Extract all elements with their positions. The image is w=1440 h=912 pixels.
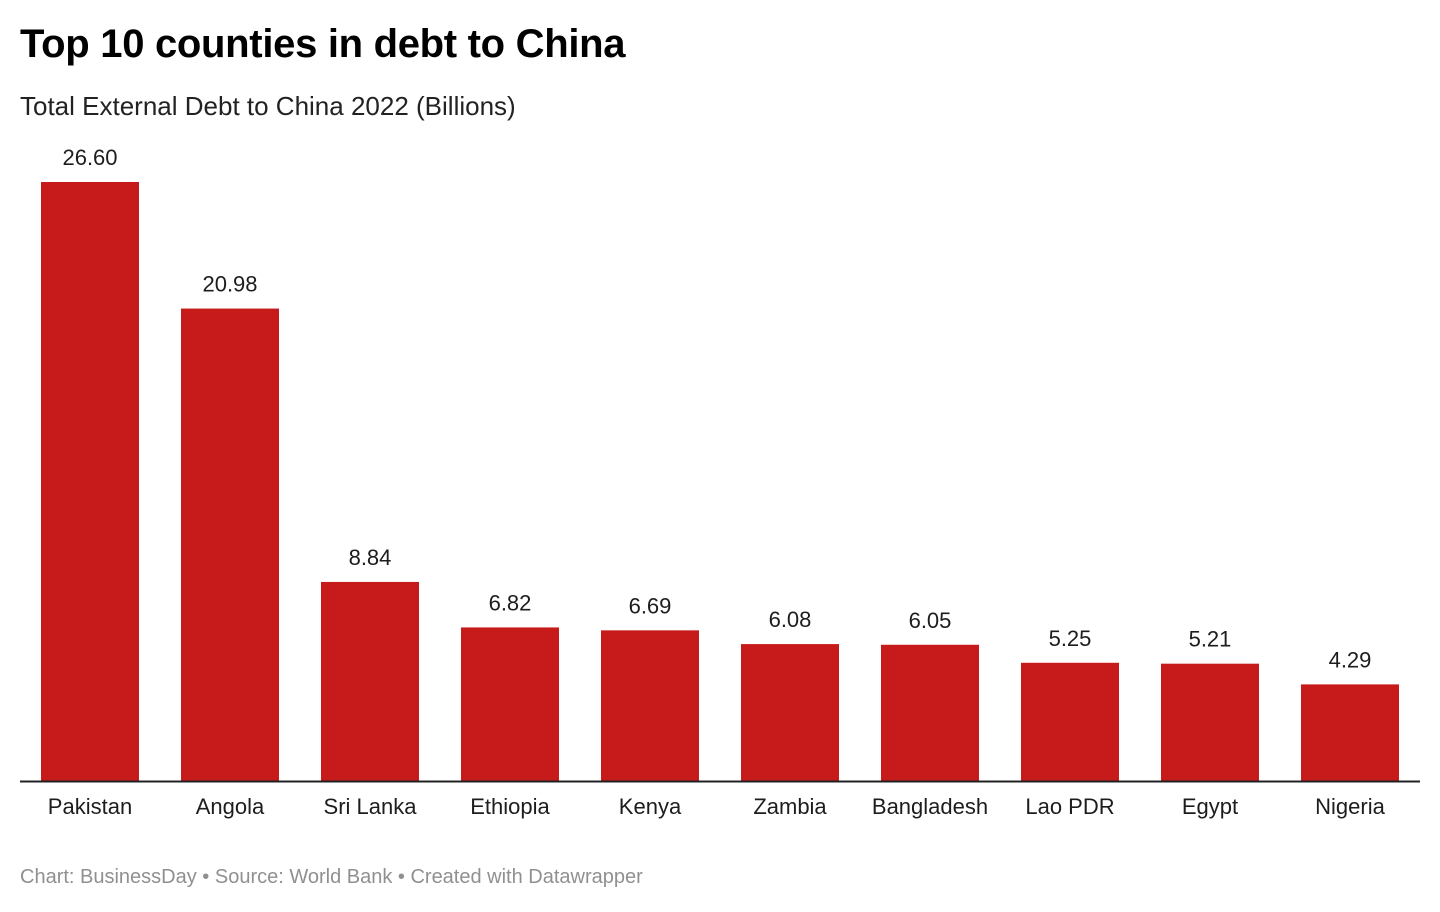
- value-label-sri-lanka: 8.84: [349, 545, 392, 570]
- category-label-nigeria: Nigeria: [1315, 794, 1385, 819]
- chart-subtitle: Total External Debt to China 2022 (Billi…: [20, 91, 516, 121]
- bar-angola: [181, 308, 279, 781]
- category-label-pakistan: Pakistan: [48, 794, 132, 819]
- bar-bangladesh: [881, 644, 979, 781]
- bar-ethiopia: [461, 627, 559, 781]
- value-labels-group: 26.60 20.98 8.84 6.82 6.69 6.08 6.05 5.25 5.21 4.…: [62, 145, 1371, 672]
- category-label-zambia: Zambia: [753, 794, 827, 819]
- value-label-lao-pdr: 5.25: [1049, 626, 1092, 651]
- chart-footer-credit: Chart: BusinessDay • Source: World Bank …: [20, 866, 643, 888]
- category-labels-group: Pakistan Angola Sri Lanka Ethiopia Kenya Zamb…: [48, 794, 1386, 819]
- category-label-ethiopia: Ethiopia: [470, 794, 550, 819]
- value-label-nigeria: 4.29: [1329, 647, 1372, 672]
- bar-zambia: [741, 644, 839, 781]
- category-label-egypt: Egypt: [1182, 794, 1238, 819]
- category-label-angola: Angola: [196, 794, 265, 819]
- bar-sri-lanka: [321, 581, 419, 781]
- bar-nigeria: [1301, 684, 1399, 781]
- bar-kenya: [601, 630, 699, 781]
- bar-egypt: [1161, 663, 1259, 781]
- value-label-ethiopia: 6.82: [489, 590, 532, 615]
- value-label-kenya: 6.69: [629, 593, 672, 618]
- value-label-angola: 20.98: [202, 272, 257, 297]
- category-label-bangladesh: Bangladesh: [872, 794, 988, 819]
- value-label-zambia: 6.08: [769, 607, 812, 632]
- chart-title: Top 10 counties in debt to China: [20, 22, 626, 66]
- value-label-egypt: 5.21: [1189, 627, 1232, 652]
- value-label-pakistan: 26.60: [62, 145, 117, 170]
- bar-pakistan: [41, 182, 139, 781]
- category-label-sri-lanka: Sri Lanka: [324, 794, 418, 819]
- bar-chart: 26.60 20.98 8.84 6.82 6.69 6.08 6.05 5.25 5.21 4.…: [20, 145, 1420, 819]
- value-label-bangladesh: 6.05: [909, 608, 952, 633]
- category-label-lao-pdr: Lao PDR: [1025, 794, 1114, 819]
- bars-group: [41, 182, 1399, 781]
- bar-lao-pdr: [1021, 662, 1119, 781]
- category-label-kenya: Kenya: [619, 794, 682, 819]
